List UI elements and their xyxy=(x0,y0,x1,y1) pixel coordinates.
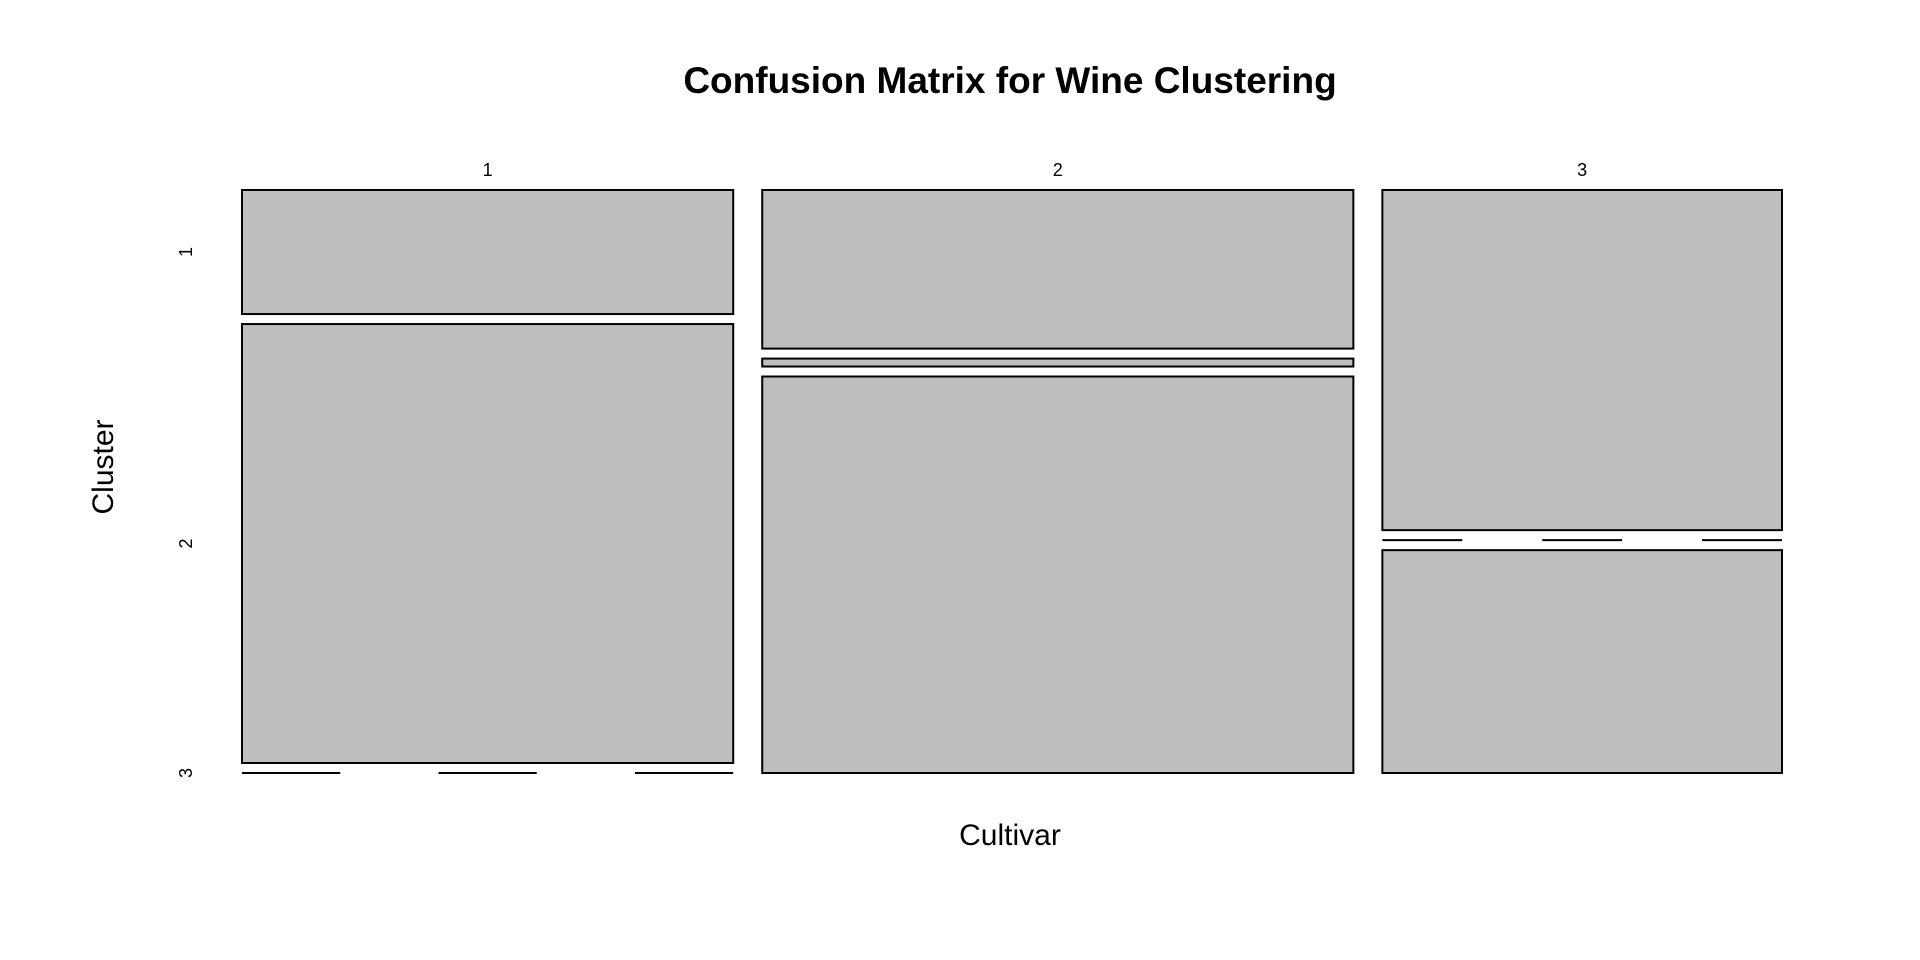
tile-cultivar-3-cluster-3 xyxy=(1381,549,1783,774)
x-axis-label: Cultivar xyxy=(959,819,1061,852)
chart-title: Confusion Matrix for Wine Clustering xyxy=(683,60,1336,101)
tick-labels: 1 2 3 1 2 3 xyxy=(176,160,1587,778)
x-tick-label-1: 1 xyxy=(483,160,493,180)
x-tick-label-3: 3 xyxy=(1577,160,1587,180)
tile-cultivar-2-cluster-3 xyxy=(761,375,1355,774)
x-tick-label-2: 2 xyxy=(1053,160,1063,180)
tile-cultivar-1-cluster-2 xyxy=(241,323,735,764)
tile-cultivar-2-cluster-1 xyxy=(761,189,1355,350)
y-tick-label-1: 1 xyxy=(176,247,196,257)
y-axis-label: Cluster xyxy=(87,419,120,514)
tile-cultivar-1-cluster-1 xyxy=(241,189,735,316)
y-tick-label-3: 3 xyxy=(176,768,196,778)
tile-cultivar-2-cluster-2 xyxy=(761,357,1355,368)
mosaic-tiles xyxy=(241,189,1783,774)
y-tick-label-2: 2 xyxy=(176,539,196,549)
tile-cultivar-3-cluster-1 xyxy=(1381,189,1783,532)
